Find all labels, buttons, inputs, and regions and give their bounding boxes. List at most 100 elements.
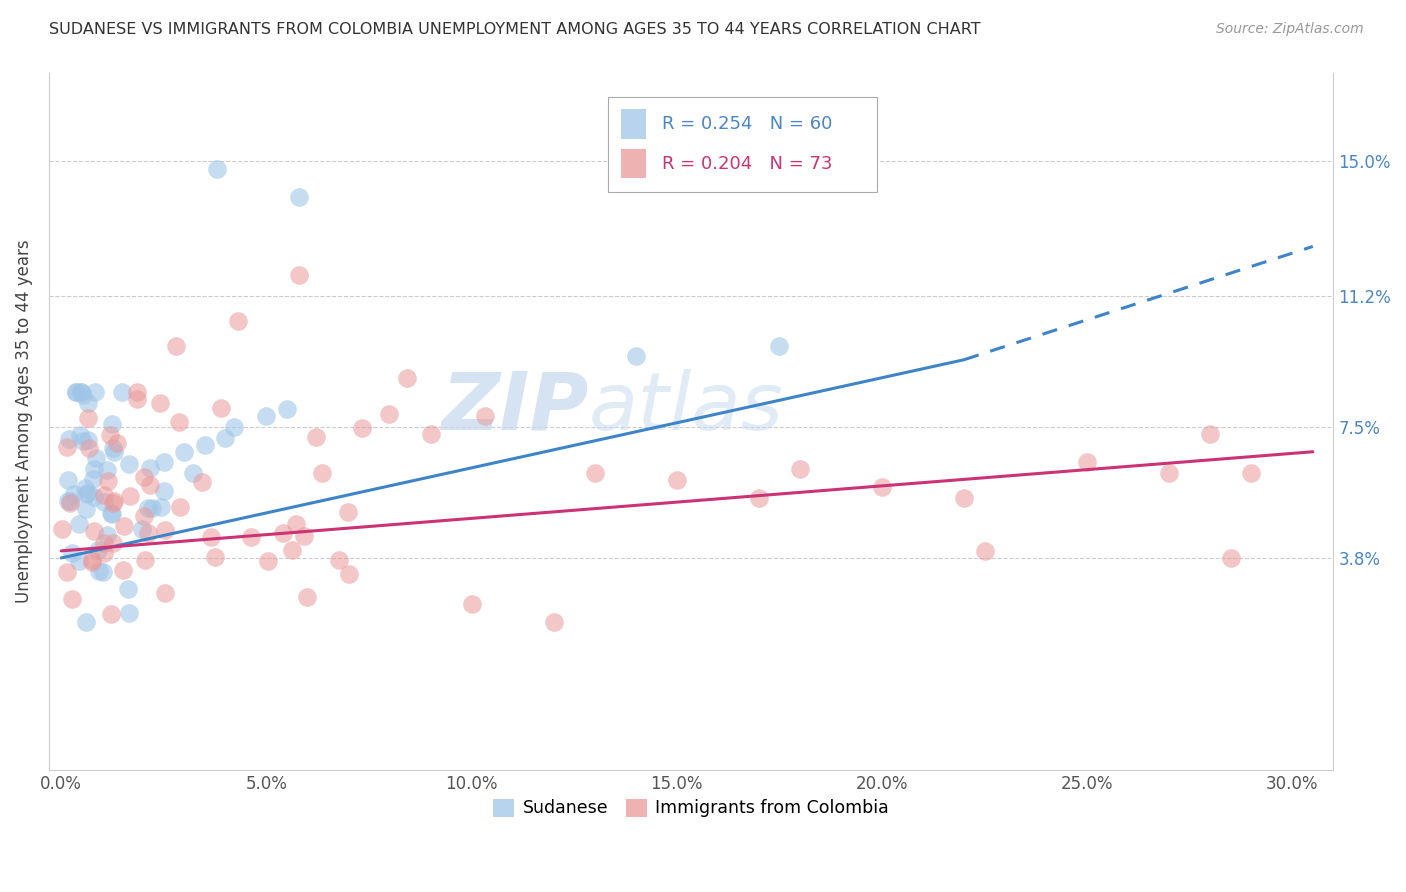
Point: [460, 597, 482, 611]
Point: [134, 470, 156, 484]
Point: [69, 428, 91, 442]
Point: [101, 496, 124, 510]
Point: [311, 466, 333, 480]
Point: [474, 409, 496, 423]
Point: [136, 525, 159, 540]
Point: [93, 488, 115, 502]
Legend: Sudanese, Immigrants from Colombia: Sudanese, Immigrants from Colombia: [486, 792, 896, 824]
Point: [65, 384, 87, 399]
Point: [76, 485, 98, 500]
Point: [56, 494, 79, 508]
Point: [748, 491, 770, 505]
Point: [69, 384, 91, 399]
Point: [214, 431, 236, 445]
Point: [153, 586, 176, 600]
Point: [93, 495, 115, 509]
Point: [1076, 455, 1098, 469]
Point: [226, 314, 249, 328]
Point: [111, 563, 134, 577]
Point: [768, 338, 790, 352]
Point: [83, 462, 105, 476]
Point: [59, 496, 82, 510]
Point: [295, 591, 318, 605]
Point: [72, 434, 94, 448]
Point: [103, 444, 125, 458]
Point: [953, 491, 976, 505]
Point: [118, 606, 141, 620]
Point: [200, 530, 222, 544]
Point: [77, 410, 100, 425]
Point: [70, 384, 93, 399]
Point: [288, 190, 311, 204]
Point: [60, 545, 83, 559]
Point: [870, 480, 893, 494]
Point: [101, 442, 124, 456]
Point: [377, 407, 399, 421]
Point: [789, 462, 811, 476]
Point: [352, 421, 374, 435]
Point: [337, 505, 360, 519]
Point: [67, 517, 90, 532]
Point: [239, 530, 262, 544]
Point: [101, 508, 124, 522]
Point: [305, 430, 328, 444]
Point: [75, 615, 97, 629]
Point: [173, 444, 195, 458]
Point: [97, 475, 120, 489]
Point: [1240, 466, 1263, 480]
Text: ZIP: ZIP: [441, 368, 589, 447]
Point: [83, 524, 105, 538]
Point: [153, 484, 176, 499]
Point: [58, 473, 80, 487]
Text: Source: ZipAtlas.com: Source: ZipAtlas.com: [1216, 22, 1364, 37]
Point: [96, 528, 118, 542]
Text: R = 0.254   N = 60: R = 0.254 N = 60: [662, 115, 832, 133]
Point: [543, 615, 565, 629]
Point: [1199, 427, 1222, 442]
Point: [87, 543, 110, 558]
Point: [209, 401, 232, 416]
Point: [103, 494, 125, 508]
Point: [83, 490, 105, 504]
Point: [205, 161, 228, 176]
Point: [117, 582, 139, 596]
Point: [93, 546, 115, 560]
Point: [419, 427, 441, 442]
Point: [58, 432, 80, 446]
Point: [256, 409, 278, 424]
Text: atlas: atlas: [589, 368, 783, 447]
Point: [665, 473, 688, 487]
Point: [1219, 551, 1241, 566]
Point: [51, 523, 73, 537]
Bar: [620, 149, 647, 178]
Point: [256, 554, 278, 568]
Point: [84, 450, 107, 465]
Point: [138, 478, 160, 492]
Point: [91, 565, 114, 579]
Point: [55, 440, 77, 454]
Point: [328, 553, 350, 567]
Point: [395, 371, 418, 385]
Point: [153, 455, 176, 469]
Point: [204, 549, 226, 564]
Point: [84, 384, 107, 399]
Point: [131, 522, 153, 536]
Point: [136, 501, 159, 516]
Point: [100, 428, 122, 442]
Point: [100, 506, 122, 520]
Point: [103, 536, 125, 550]
Point: [62, 487, 84, 501]
Point: [65, 384, 87, 399]
Point: [284, 517, 307, 532]
Point: [112, 519, 135, 533]
Bar: [620, 109, 647, 138]
Point: [80, 553, 103, 567]
Point: [67, 554, 90, 568]
Point: [75, 502, 97, 516]
Point: [82, 473, 104, 487]
Point: [117, 457, 139, 471]
Point: [149, 500, 172, 515]
Point: [100, 607, 122, 621]
Point: [80, 555, 103, 569]
Point: [165, 338, 187, 352]
